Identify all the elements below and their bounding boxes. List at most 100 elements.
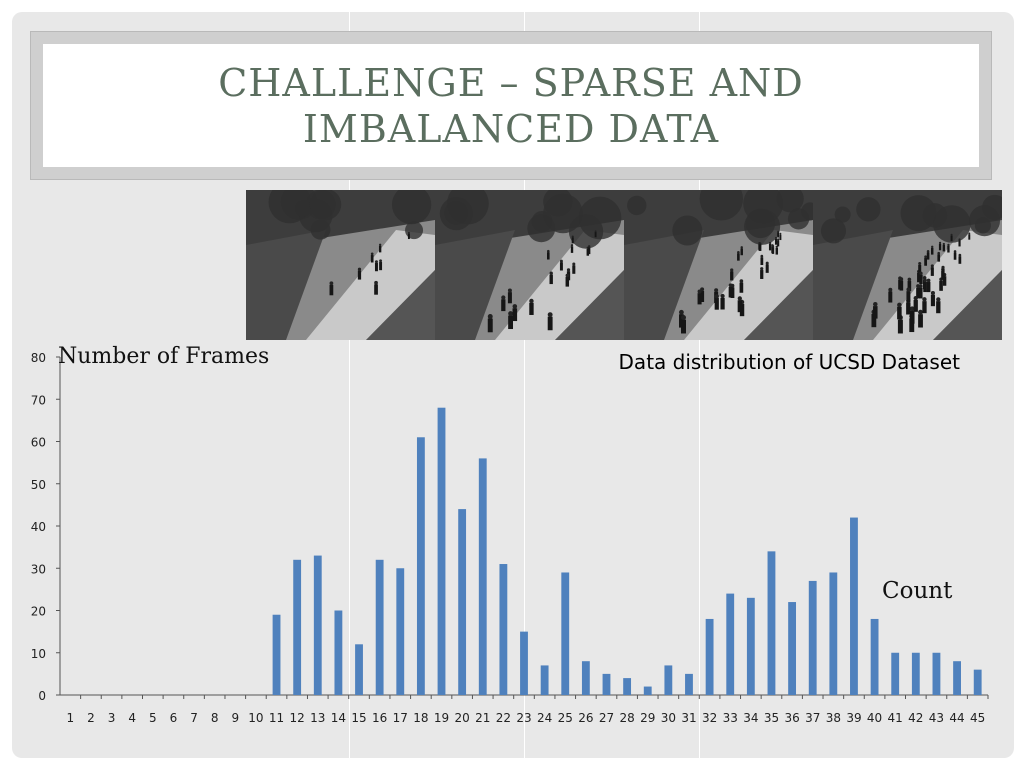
x-tick-label: 12 [290, 711, 305, 725]
x-tick-label: 3 [108, 711, 116, 725]
pedestrian-head [329, 281, 334, 286]
pedestrian-head [379, 259, 383, 263]
pedestrian [572, 265, 576, 274]
pedestrian [958, 256, 962, 264]
pedestrian-head [936, 297, 941, 302]
y-tick-label: 70 [31, 393, 46, 407]
pedestrian [357, 270, 362, 280]
bar [355, 644, 363, 695]
pedestrian [374, 284, 378, 295]
x-tick-label: 13 [310, 711, 325, 725]
pedestrian [918, 314, 923, 328]
x-tick-label: 18 [413, 711, 428, 725]
bar [313, 555, 322, 695]
pedestrian-head [678, 309, 684, 315]
pedestrian [508, 315, 514, 330]
pedestrian [760, 270, 764, 279]
pedestrian [873, 306, 878, 319]
pedestrian-head [501, 295, 506, 300]
pedestrian-head [374, 260, 378, 264]
pedestrian [897, 319, 903, 334]
pedestrian [697, 293, 702, 305]
pedestrian [916, 287, 920, 299]
x-tick-label: 29 [640, 711, 655, 725]
pedestrian [549, 274, 553, 285]
tree-foliage [982, 194, 1002, 220]
pedestrian-head [374, 280, 378, 285]
bushes [624, 230, 704, 340]
bar [561, 572, 570, 695]
y-tick-label: 10 [31, 647, 46, 661]
pedestrian-head [968, 232, 971, 235]
x-tick-label: 39 [846, 711, 861, 725]
pedestrian-head [775, 245, 779, 249]
pedestrian-head [777, 238, 780, 241]
grass-slope [555, 270, 624, 340]
pedestrian [926, 252, 930, 260]
x-tick-label: 26 [578, 711, 593, 725]
pedestrian [918, 264, 922, 274]
x-tick-label: 22 [496, 711, 511, 725]
pedestrian [739, 282, 744, 293]
tree-foliage [568, 214, 604, 249]
title-frame: CHALLENGE – SPARSE AND IMBALANCED DATA [30, 31, 992, 180]
x-tick-label: 43 [929, 711, 944, 725]
pedestrian-head [937, 251, 941, 255]
pedestrian [871, 313, 877, 328]
bar [808, 580, 817, 695]
pedestrian-head [714, 288, 719, 293]
chart-caption: Data distribution of UCSD Dataset [618, 350, 960, 374]
y-tick-label: 40 [31, 520, 46, 534]
pedestrian [888, 291, 893, 303]
x-tick-label: 2 [87, 711, 95, 725]
bar [375, 559, 384, 695]
y-tick-label: 80 [31, 351, 46, 365]
pedestrian-head [760, 254, 764, 258]
pedestrian [700, 290, 705, 302]
pedestrian [680, 319, 686, 334]
pedestrian [906, 302, 911, 315]
tree-foliage [787, 208, 810, 230]
pedestrian-head [549, 271, 553, 275]
pedestrian [739, 303, 745, 317]
pedestrian [930, 294, 935, 307]
bar [478, 458, 487, 695]
pedestrian-head [566, 268, 571, 272]
pedestrian [728, 286, 733, 298]
pedestrian-head [740, 246, 743, 249]
pedestrian [547, 316, 553, 331]
pedestrian [953, 252, 957, 260]
pedestrian-head [930, 264, 934, 268]
bar [953, 661, 961, 695]
y-tick-label: 50 [31, 478, 46, 492]
x-tick-label: 35 [764, 711, 779, 725]
x-tick-label: 10 [248, 711, 263, 725]
pedestrian [942, 276, 947, 286]
bar [705, 618, 714, 695]
pedestrian-head [758, 242, 761, 245]
x-tick-label: 33 [723, 711, 738, 725]
pedestrian [937, 254, 941, 262]
bar [746, 597, 755, 695]
pedestrian [765, 264, 769, 273]
x-tick-label: 4 [128, 711, 136, 725]
pedestrian [939, 280, 943, 291]
pedestrian [917, 272, 921, 283]
walkway [873, 230, 1002, 340]
pedestrian [730, 271, 734, 281]
y-axis-label: Number of Frames [58, 344, 270, 369]
y-tick-label: 20 [31, 605, 46, 619]
pedestrian-head [897, 302, 902, 308]
tree-foliage [776, 190, 804, 213]
pedestrian [897, 306, 902, 320]
x-tick-label: 30 [661, 711, 676, 725]
pedestrian-head [926, 278, 931, 283]
pedestrian [507, 292, 512, 304]
pedestrian-head [774, 236, 778, 240]
pedestrian [501, 299, 506, 312]
x-tick-label: 19 [434, 711, 449, 725]
pedestrian-head [570, 244, 574, 247]
pedestrian [931, 247, 934, 255]
pedestrian [968, 234, 971, 240]
